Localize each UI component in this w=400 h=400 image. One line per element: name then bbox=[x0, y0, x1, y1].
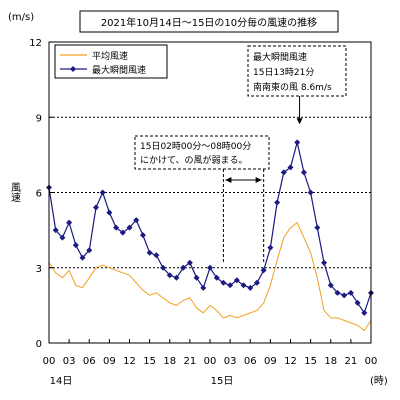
x-tick-label: 15 bbox=[143, 356, 156, 367]
x-tick-label: 21 bbox=[345, 356, 358, 367]
data-point-max-gust bbox=[287, 164, 294, 171]
x-tick-label: 09 bbox=[103, 356, 116, 367]
data-point-max-gust bbox=[173, 274, 180, 281]
x-tick-label: 15 bbox=[304, 356, 317, 367]
data-point-max-gust bbox=[233, 277, 240, 284]
data-point-max-gust bbox=[160, 264, 167, 271]
chart-title: 2021年10月14日〜15日の10分毎の風速の推移 bbox=[101, 16, 317, 29]
peak-annotation-text: 15日13時21分 bbox=[253, 67, 314, 78]
x-tick-label: 09 bbox=[264, 356, 277, 367]
x-tick-label: 00 bbox=[365, 356, 378, 367]
data-point-max-gust bbox=[153, 252, 160, 259]
x-unit-label: (時) bbox=[370, 375, 388, 387]
x-tick-label: 00 bbox=[204, 356, 217, 367]
x-tick-label: 00 bbox=[43, 356, 56, 367]
calm-annotation-box bbox=[134, 135, 270, 170]
calm-arrow-head-right bbox=[255, 177, 262, 183]
x-tick-label: 12 bbox=[284, 356, 297, 367]
data-point-max-gust bbox=[166, 272, 173, 279]
legend-entry: 最大瞬間風速 bbox=[92, 64, 146, 76]
y-tick-label: 6 bbox=[36, 189, 42, 200]
data-point-max-gust bbox=[106, 209, 113, 216]
x-tick-label: 06 bbox=[83, 356, 96, 367]
y-tick-label: 9 bbox=[36, 113, 42, 124]
data-point-max-gust bbox=[146, 249, 153, 256]
data-point-max-gust bbox=[220, 279, 227, 286]
peak-annotation-text: 南南東の風 8.6m/s bbox=[253, 81, 332, 93]
data-point-max-gust bbox=[327, 282, 334, 289]
data-point-max-gust bbox=[72, 242, 79, 249]
x-tick-label: 03 bbox=[63, 356, 76, 367]
y-axis-label: 風速 bbox=[9, 182, 21, 202]
data-point-max-gust bbox=[66, 219, 73, 226]
data-point-max-gust bbox=[347, 289, 354, 296]
calm-annotation-text: にかけて、の風が弱まる。 bbox=[140, 154, 248, 166]
data-point-max-gust bbox=[321, 259, 328, 266]
data-point-max-gust bbox=[113, 224, 120, 231]
chart-title-box bbox=[79, 10, 339, 33]
day-label: 14日 bbox=[50, 376, 73, 387]
data-point-max-gust bbox=[227, 282, 234, 289]
legend-swatch-marker bbox=[70, 66, 76, 72]
peak-arrow-head bbox=[296, 118, 303, 125]
data-point-max-gust bbox=[126, 224, 133, 231]
data-point-max-gust bbox=[139, 232, 146, 239]
data-point-max-gust bbox=[200, 284, 207, 291]
data-point-max-gust bbox=[300, 169, 307, 176]
data-point-max-gust bbox=[59, 234, 66, 241]
series-line-0 bbox=[48, 221, 372, 332]
peak-annotation-text: 最大瞬間風速 bbox=[253, 51, 307, 63]
data-point-max-gust bbox=[361, 309, 368, 316]
data-point-max-gust bbox=[207, 264, 213, 271]
data-point-max-gust bbox=[92, 204, 99, 211]
data-point-max-gust bbox=[341, 292, 348, 299]
data-point-max-gust bbox=[260, 267, 267, 274]
x-tick-label: 18 bbox=[324, 356, 337, 367]
legend-box bbox=[54, 44, 168, 79]
data-point-max-gust bbox=[119, 229, 126, 236]
calm-arrow-head-left bbox=[225, 177, 232, 183]
data-point-max-gust bbox=[86, 247, 93, 254]
data-point-max-gust bbox=[180, 264, 187, 271]
data-point-max-gust bbox=[133, 217, 140, 224]
data-point-max-gust bbox=[307, 189, 314, 196]
data-point-max-gust bbox=[294, 139, 301, 146]
data-point-max-gust bbox=[274, 199, 281, 206]
x-tick-label: 06 bbox=[244, 356, 257, 367]
data-point-max-gust bbox=[334, 289, 341, 296]
day-label: 15日 bbox=[211, 376, 234, 387]
x-tick-label: 12 bbox=[123, 356, 136, 367]
data-point-max-gust bbox=[314, 224, 321, 231]
y-tick-label: 12 bbox=[29, 38, 42, 49]
data-point-max-gust bbox=[247, 284, 254, 291]
data-point-max-gust bbox=[253, 279, 260, 286]
data-point-max-gust bbox=[354, 299, 361, 306]
data-point-max-gust bbox=[99, 189, 106, 196]
data-point-max-gust bbox=[240, 282, 247, 289]
calm-annotation-text: 15日02時00分～08時00分 bbox=[140, 141, 251, 152]
x-tick-label: 03 bbox=[224, 356, 237, 367]
y-tick-label: 3 bbox=[36, 264, 42, 275]
data-point-max-gust bbox=[267, 244, 274, 251]
data-point-max-gust bbox=[79, 254, 86, 261]
data-point-max-gust bbox=[52, 227, 59, 234]
data-point-max-gust bbox=[213, 274, 220, 281]
legend-entry: 平均風速 bbox=[92, 50, 128, 62]
x-tick-label: 18 bbox=[163, 356, 176, 367]
x-tick-label: 21 bbox=[184, 356, 197, 367]
data-point-max-gust bbox=[193, 274, 200, 281]
peak-annotation-box bbox=[247, 45, 347, 97]
data-point-max-gust bbox=[280, 169, 287, 176]
y-tick-label: 0 bbox=[36, 339, 42, 350]
data-point-max-gust bbox=[186, 259, 193, 266]
y-unit-label: (m/s) bbox=[8, 12, 34, 23]
